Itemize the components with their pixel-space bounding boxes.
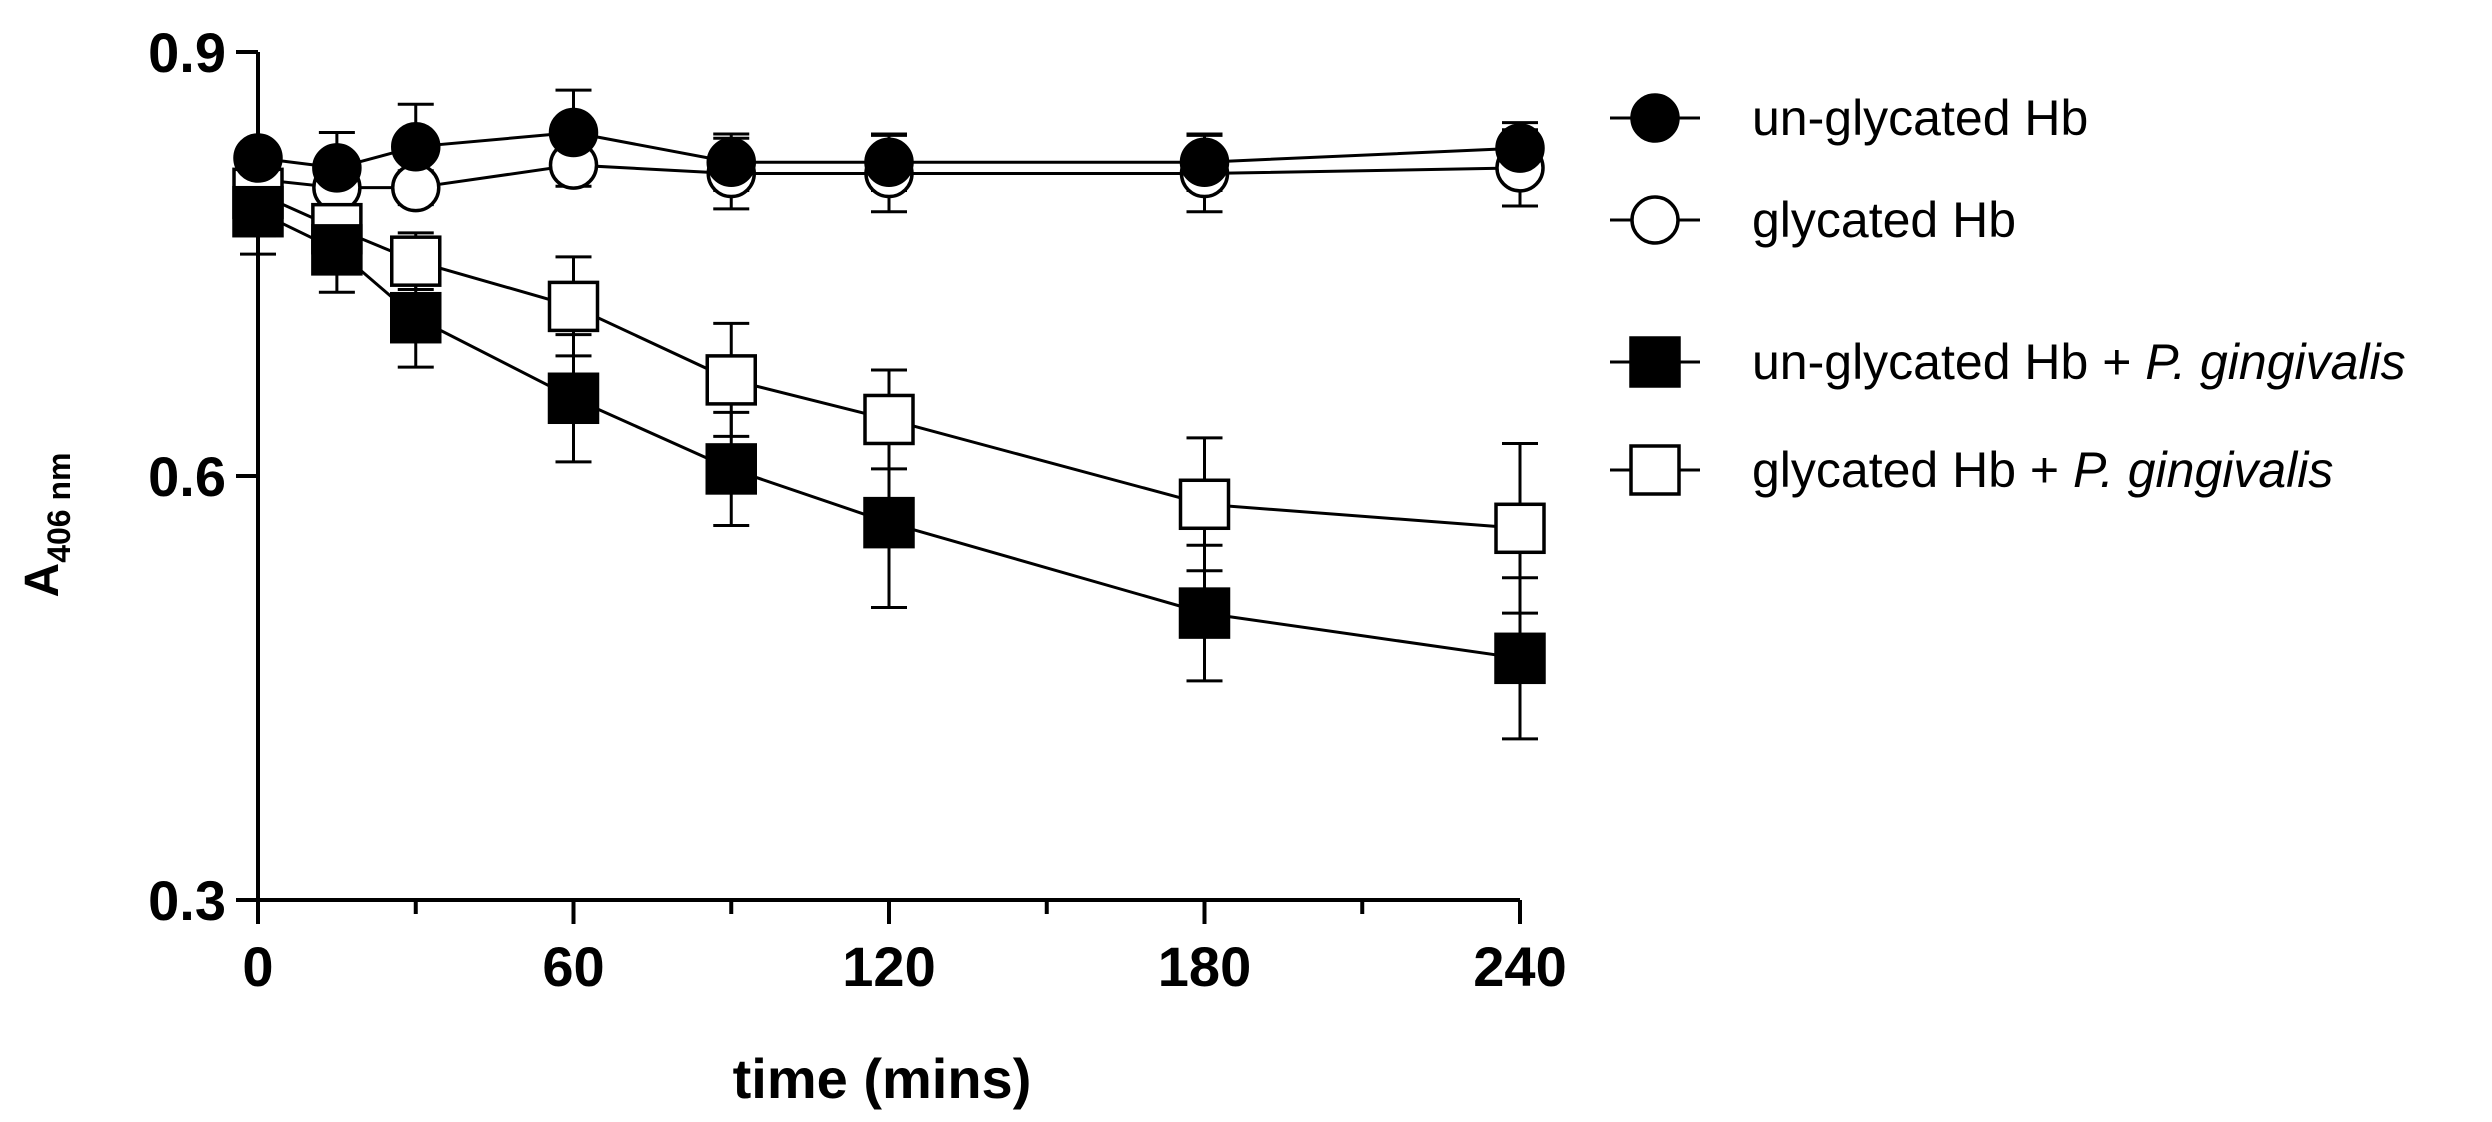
legend-label: glycated Hb: [1752, 192, 2016, 248]
data-point-2: [390, 291, 442, 344]
data-point-0: [1179, 137, 1230, 187]
legend-marker: [1629, 444, 1681, 496]
data-point-0: [864, 137, 914, 187]
x-tick-label: 0: [242, 935, 273, 998]
legend-entry-2: un-glycated Hb + P. gingivalis: [1610, 334, 2406, 390]
legend-label: glycated Hb + P. gingivalis: [1752, 442, 2333, 498]
data-point-2: [705, 443, 757, 495]
plot-area: 0.3 0.6 0.9 0 60 120 180 240: [148, 21, 1567, 998]
data-point-2: [232, 185, 284, 238]
data-point-3: [547, 280, 600, 333]
data-point-2: [863, 496, 915, 549]
y-tick-label: 0.6: [148, 445, 226, 508]
data-point-3: [705, 354, 757, 406]
legend-label-italic: P. gingivalis: [2073, 442, 2333, 498]
data-point-0: [312, 143, 362, 193]
y-axis-title-main: A: [16, 563, 69, 598]
data-point-3: [1494, 502, 1546, 555]
data-point-3: [863, 393, 915, 446]
data-point-3: [390, 235, 442, 287]
y-tick-label: 0.3: [148, 869, 226, 932]
legend-marker: [1630, 195, 1680, 245]
data-point-2: [311, 224, 363, 276]
x-axis-title: time (mins): [733, 1047, 1032, 1110]
legend-label: un-glycated Hb: [1752, 90, 2088, 146]
data-point-0: [233, 133, 283, 183]
data-point-0: [1495, 123, 1545, 173]
legend-label-text: glycated Hb: [1752, 192, 2016, 248]
legend-label-text: glycated Hb +: [1752, 442, 2073, 498]
x-tick-label: 60: [542, 935, 604, 998]
data-point-2: [547, 372, 600, 425]
y-axis-title: A406 nm: [16, 453, 77, 598]
y-tick-label: 0.9: [148, 21, 226, 84]
data-point-2: [1494, 632, 1546, 685]
data-point-0: [706, 137, 756, 187]
data-point-3: [1178, 478, 1231, 531]
y-axis-title-sub: 406 nm: [41, 453, 77, 563]
legend-marker: [1630, 93, 1680, 143]
legend-label: un-glycated Hb + P. gingivalis: [1752, 334, 2406, 390]
legend: un-glycated Hb glycated Hb un-glycated Hb …: [1610, 90, 2406, 498]
data-point-0: [391, 121, 441, 172]
legend-entry-3: glycated Hb + P. gingivalis: [1610, 442, 2333, 498]
x-tick-label: 240: [1473, 935, 1566, 998]
legend-entry-1: glycated Hb: [1610, 192, 2016, 248]
legend-label-italic: P. gingivalis: [2145, 334, 2405, 390]
x-tick-label: 120: [842, 935, 935, 998]
data-point-0: [548, 107, 599, 158]
legend-label-text: un-glycated Hb +: [1752, 334, 2145, 390]
legend-marker: [1629, 336, 1681, 388]
data-point-1: [391, 162, 441, 213]
legend-label-text: un-glycated Hb: [1752, 90, 2088, 146]
x-tick-label: 180: [1158, 935, 1251, 998]
data-point-2: [1178, 587, 1231, 639]
legend-entry-0: un-glycated Hb: [1610, 90, 2088, 146]
